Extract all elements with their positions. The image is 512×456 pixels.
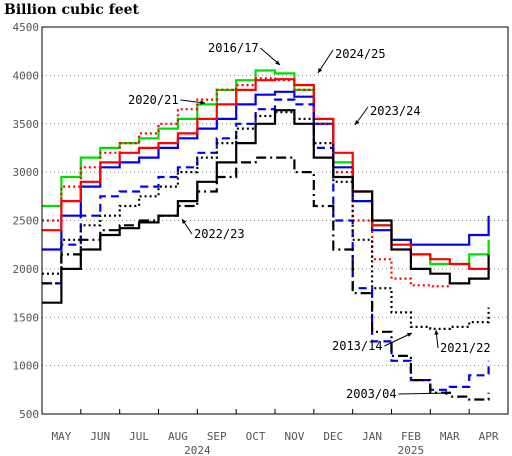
x-tick-label: JUL: [129, 430, 149, 443]
x-tick-label: AUG: [168, 430, 188, 443]
annotation-arrowhead: [275, 60, 280, 65]
annotation-label: 2024/25: [335, 47, 386, 61]
x-tick-label: NOV: [284, 430, 304, 443]
annotation-label: 2021/22: [440, 341, 491, 355]
x-tick-label: DEC: [323, 430, 343, 443]
series-line-5: [42, 111, 490, 330]
annotation-label: 2003/04: [346, 387, 397, 401]
x-tick-label: MAR: [440, 430, 460, 443]
annotation-arrowhead: [434, 330, 439, 335]
annotation-label: 2022/23: [194, 227, 245, 241]
y-tick-label: 3000: [13, 166, 40, 179]
y-tick-label: 4500: [13, 21, 40, 34]
annotation-arrowhead: [200, 100, 205, 105]
y-tick-label: 2000: [13, 263, 40, 276]
annotations: 2016/17 2024/25 2020/21 2023/24 2022/23 2013/…: [128, 41, 491, 401]
x-tick-label: APR: [479, 430, 499, 443]
series-line-6: [42, 109, 490, 304]
plot-frame: [41, 26, 509, 415]
y-tick-label: 500: [19, 408, 39, 421]
series-lines: [42, 69, 490, 401]
x-tick-label: MAY: [51, 430, 71, 443]
y-tick-label: 4000: [13, 69, 40, 82]
annotation-pointer: [317, 49, 334, 74]
series-line-7: [42, 156, 490, 401]
annotation-label: 2023/24: [370, 104, 421, 118]
annotation-label: 2020/21: [128, 93, 179, 107]
annotation-label: 2013/14: [332, 339, 383, 353]
y-tick-label: 3500: [13, 118, 40, 131]
x-tick-labels: MAY JUN JUL AUG SEP OCT NOV DEC JAN FEB MAR APR 2024…: [41, 409, 499, 456]
annotation-arrowhead: [318, 68, 323, 73]
annotation-arrowhead: [407, 332, 412, 337]
annotation-pointer: [384, 332, 413, 347]
x-tick-label: SEP: [207, 430, 227, 443]
y-tick-label: 1500: [13, 311, 40, 324]
annotation-arrowhead: [182, 219, 187, 224]
x-tick-label: FEB: [401, 430, 421, 443]
series-line-1: [42, 90, 490, 251]
year-label: 2025: [398, 444, 425, 456]
y-tick-label: 2500: [13, 215, 40, 228]
series-line-3: [42, 78, 489, 270]
annotation-arrowhead: [355, 120, 360, 125]
x-tick-label: JUN: [90, 430, 110, 443]
x-tick-label: OCT: [246, 430, 266, 443]
y-tick-label: 1000: [13, 360, 40, 373]
annotation-arrowhead: [445, 390, 450, 396]
y-tick-labels: 500 1000 1500 2000 2500 3000 3500 4000 4500: [13, 21, 40, 421]
x-tick-label: JAN: [362, 430, 382, 443]
annotation-pointer: [398, 392, 451, 395]
chart-title: Billion cubic feet: [4, 2, 140, 18]
annotation-label: 2016/17: [208, 41, 259, 55]
year-label: 2024: [184, 444, 211, 456]
